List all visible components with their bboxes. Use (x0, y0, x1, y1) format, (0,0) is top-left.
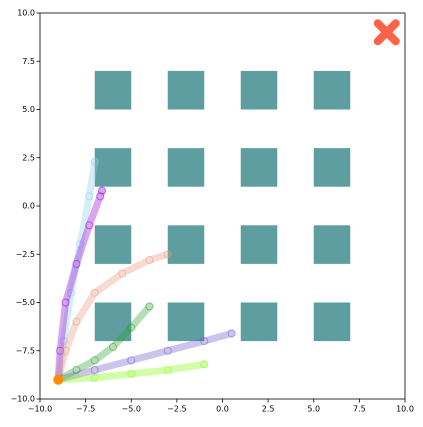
trajectory-point (90, 373, 99, 382)
x-tick-label: −10.0 (28, 405, 53, 414)
trajectory-point (163, 346, 172, 355)
y-tick-label: 2.5 (22, 153, 35, 162)
trajectory (54, 187, 106, 384)
y-tick-label: 0.0 (22, 202, 35, 211)
x-tick-label: 0.0 (216, 405, 229, 414)
trajectory-point (85, 192, 94, 201)
obstacle (167, 225, 205, 264)
obstacle (240, 70, 278, 110)
y-tick-label: −7.5 (16, 346, 35, 355)
y-tick-label: −10.0 (10, 395, 35, 404)
start-marker (53, 374, 64, 385)
y-tick-label: 10.0 (17, 9, 35, 18)
trajectory-point (118, 269, 127, 278)
obstacle (313, 70, 351, 110)
y-tick-label: 5.0 (22, 105, 35, 114)
trajectory-point (163, 250, 172, 259)
obstacle (94, 70, 132, 110)
x-tick-label: 10.0 (396, 405, 414, 414)
trajectory-point (56, 346, 65, 355)
trajectory-point (90, 288, 99, 297)
goal-marker (373, 19, 400, 46)
trajectory (54, 250, 172, 384)
trajectory-point (98, 186, 107, 195)
y-tick-label: 7.5 (22, 57, 35, 66)
trajectory-point (76, 240, 85, 249)
trajectory-point (67, 288, 76, 297)
trajectory (54, 329, 236, 384)
obstacle (313, 148, 351, 187)
obstacle (313, 225, 351, 264)
y-tick-label: −2.5 (16, 250, 35, 259)
x-tick-label: 7.5 (353, 405, 366, 414)
trajectory-point (85, 221, 94, 230)
trajectory-point (61, 298, 70, 307)
trajectory-point (145, 302, 154, 311)
x-tick-label: −2.5 (167, 405, 186, 414)
x-tick-label: −7.5 (76, 405, 95, 414)
obstacle (94, 225, 132, 264)
obstacle (240, 225, 278, 264)
trajectory (54, 158, 99, 384)
trajectory-point (72, 259, 81, 268)
trajectory-point (200, 360, 209, 369)
trajectory-point (200, 337, 209, 346)
obstacle (167, 302, 205, 342)
trajectory-point (227, 329, 236, 338)
trajectory-point (109, 342, 117, 351)
trajectory-point (59, 337, 68, 346)
trajectory-point (127, 369, 136, 378)
x-tick-label: −5.0 (122, 405, 141, 414)
trajectory-point (90, 356, 99, 365)
trajectory-point (90, 157, 99, 166)
obstacle (240, 302, 278, 342)
obstacle (94, 302, 132, 342)
trajectory-point (163, 366, 172, 375)
trajectory-point (96, 192, 105, 201)
trajectory-point (72, 317, 81, 326)
x-tick-label: 2.5 (262, 405, 275, 414)
trajectory-point (90, 366, 99, 375)
obstacle (240, 148, 278, 187)
obstacle (167, 70, 205, 110)
obstacle (167, 148, 205, 187)
x-tick-label: 5.0 (307, 405, 320, 414)
trajectory-point (127, 323, 136, 332)
obstacle (94, 148, 132, 187)
trajectory-point (127, 356, 136, 365)
obstacle (313, 302, 351, 342)
y-tick-label: −5.0 (16, 298, 35, 307)
trajectory (54, 360, 208, 384)
trajectory-point (61, 346, 70, 355)
trajectory-point (145, 256, 154, 265)
trajectory-point (72, 366, 81, 375)
